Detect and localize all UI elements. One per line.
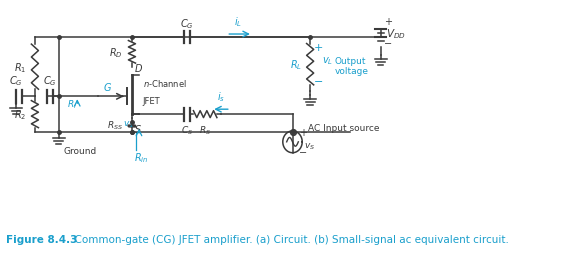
Text: $v_S$: $v_S$ [304,141,315,151]
Text: $R_{in}$: $R_{in}$ [134,150,148,164]
Text: +: + [314,43,323,53]
Text: $v_L$: $v_L$ [323,55,334,67]
Text: $S$: $S$ [134,123,142,135]
Text: −: − [314,77,323,87]
Text: −: − [298,147,307,157]
Text: $C_S$: $C_S$ [180,123,193,136]
Text: $C_G$: $C_G$ [180,17,193,31]
Text: $D$: $D$ [134,61,143,73]
Text: $i_L$: $i_L$ [234,15,242,29]
Text: −: − [384,39,392,49]
Text: $V_{DD}$: $V_{DD}$ [386,27,406,41]
Text: $v_1$: $v_1$ [123,119,134,129]
Text: +: + [384,17,392,27]
Text: $C_G$: $C_G$ [9,74,23,88]
Text: AC Input source: AC Input source [309,124,380,133]
Text: voltage: voltage [335,66,369,75]
Text: $R_L$: $R_L$ [290,58,302,72]
Text: $n$-Channel: $n$-Channel [143,78,187,89]
Text: $i_s$: $i_s$ [217,90,225,104]
Text: JFET: JFET [143,97,160,106]
Text: $C_G$: $C_G$ [43,74,57,88]
Text: Figure 8.4.3: Figure 8.4.3 [6,234,77,244]
Text: $G$: $G$ [103,81,112,93]
Text: $R_i$: $R_i$ [67,99,77,111]
Text: Ground: Ground [63,146,97,155]
Text: $R_1$: $R_1$ [13,60,26,74]
Text: $R_{SS}$: $R_{SS}$ [107,119,123,132]
Text: Output: Output [335,56,366,66]
Text: +: + [298,128,307,137]
Text: $R_2$: $R_2$ [13,108,26,122]
Text: $R_S$: $R_S$ [199,123,211,136]
Text: Common-gate (CG) JFET amplifier. (a) Circuit. (b) Small-signal ac equivalent cir: Common-gate (CG) JFET amplifier. (a) Cir… [67,234,509,244]
Text: $R_D$: $R_D$ [110,46,123,59]
